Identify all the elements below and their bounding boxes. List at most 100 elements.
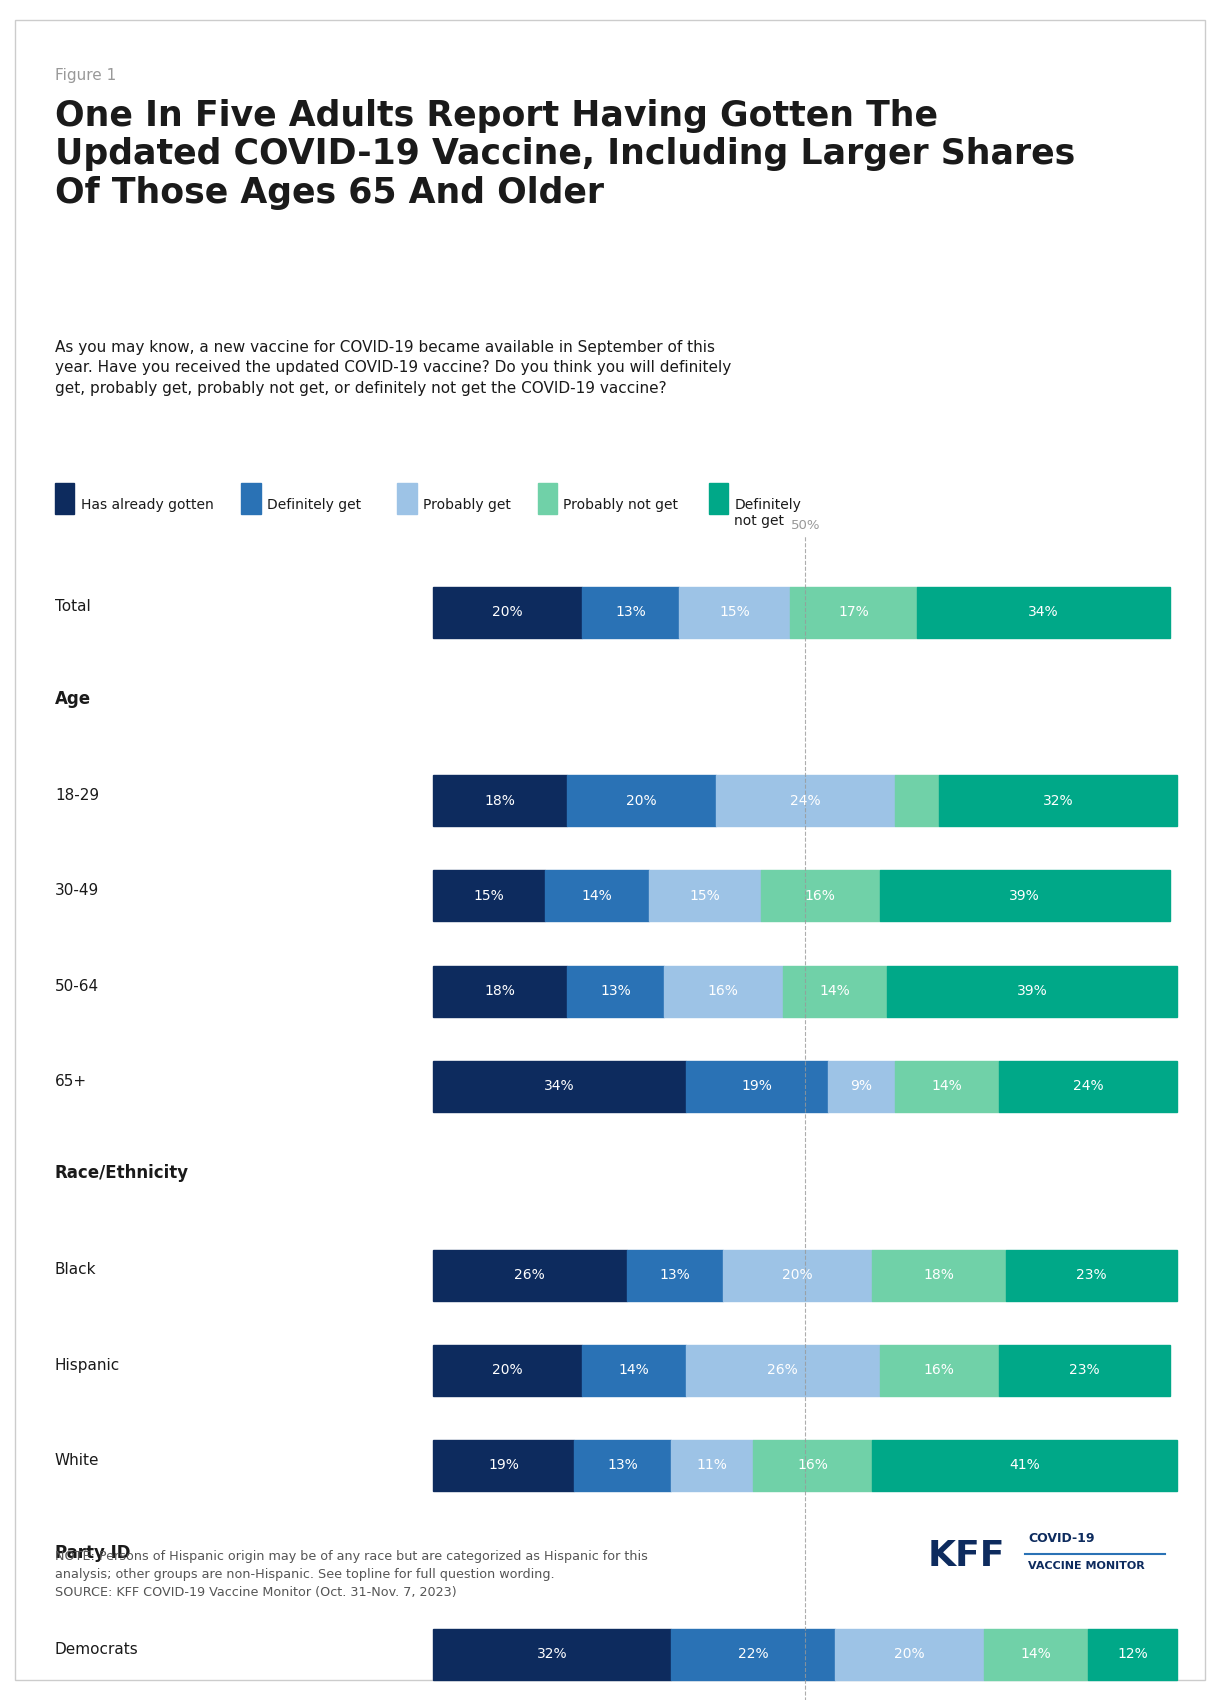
Bar [783,966,887,1017]
Text: 16%: 16% [924,1363,954,1377]
Text: 32%: 32% [1043,794,1074,808]
Text: 18%: 18% [484,794,516,808]
Text: Age: Age [55,690,92,709]
Bar [671,1440,753,1491]
Text: 16%: 16% [708,984,739,998]
Bar [433,1345,582,1396]
Bar [433,586,582,638]
Text: 15%: 15% [719,605,750,619]
Bar [999,1345,1170,1396]
Text: 18-29: 18-29 [55,789,99,802]
Bar [939,775,1177,826]
Text: 19%: 19% [742,1080,772,1093]
Text: Hispanic: Hispanic [55,1358,120,1372]
Text: 39%: 39% [1009,889,1041,903]
Text: 41%: 41% [1009,1459,1041,1472]
Text: Black: Black [55,1263,96,1277]
Bar [894,775,939,826]
Text: 32%: 32% [537,1647,567,1661]
Bar [396,483,416,513]
Bar [433,966,567,1017]
Text: NOTE: Persons of Hispanic origin may be of any race but are categorized as Hispa: NOTE: Persons of Hispanic origin may be … [55,1550,648,1600]
Bar [872,1440,1177,1491]
Text: 14%: 14% [1020,1647,1052,1661]
Text: 16%: 16% [797,1459,828,1472]
Text: 65+: 65+ [55,1074,87,1088]
Bar [544,870,649,921]
Text: 13%: 13% [600,984,631,998]
Bar [582,586,678,638]
Text: VACCINE MONITOR: VACCINE MONITOR [1028,1561,1146,1571]
Bar [723,1250,872,1300]
Bar [686,1061,827,1112]
Text: 14%: 14% [619,1363,649,1377]
Text: 20%: 20% [782,1268,813,1282]
Text: As you may know, a new vaccine for COVID-19 became available in September of thi: As you may know, a new vaccine for COVID… [55,340,731,396]
Text: COVID-19: COVID-19 [1028,1532,1096,1545]
Bar [649,870,760,921]
Text: 13%: 13% [615,605,645,619]
Text: 24%: 24% [789,794,821,808]
Bar [1088,1629,1177,1680]
Text: 14%: 14% [582,889,612,903]
Bar [880,870,1170,921]
Bar [753,1440,872,1491]
Text: 50%: 50% [791,518,820,532]
Text: 50-64: 50-64 [55,979,99,993]
Text: 9%: 9% [850,1080,872,1093]
Bar [538,483,558,513]
Bar [917,586,1170,638]
Text: 20%: 20% [492,1363,523,1377]
Bar [55,483,74,513]
Text: 18%: 18% [484,984,516,998]
Bar [872,1250,1006,1300]
Bar [671,1629,834,1680]
Text: 12%: 12% [1118,1647,1148,1661]
Bar [1006,1250,1177,1300]
Bar [686,1345,880,1396]
Bar [791,586,917,638]
Bar [575,1440,671,1491]
Text: 18%: 18% [924,1268,954,1282]
Bar [834,1629,983,1680]
Text: Has already gotten: Has already gotten [81,498,214,512]
Text: 30-49: 30-49 [55,884,99,898]
Text: 23%: 23% [1069,1363,1099,1377]
Text: White: White [55,1454,99,1467]
Text: 23%: 23% [1076,1268,1107,1282]
Text: Race/Ethnicity: Race/Ethnicity [55,1164,189,1183]
Bar [827,1061,894,1112]
Text: 24%: 24% [1072,1080,1103,1093]
Text: 26%: 26% [515,1268,545,1282]
Text: Definitely
not get: Definitely not get [734,498,802,529]
Bar [242,483,261,513]
Text: 34%: 34% [544,1080,575,1093]
Bar [709,483,728,513]
Text: Party ID: Party ID [55,1544,131,1562]
Text: 17%: 17% [838,605,869,619]
Text: 13%: 13% [608,1459,638,1472]
Text: 22%: 22% [738,1647,769,1661]
Text: 34%: 34% [1028,605,1059,619]
Bar [627,1250,723,1300]
Text: 11%: 11% [697,1459,727,1472]
Text: 39%: 39% [1016,984,1048,998]
Bar [760,870,880,921]
Text: 16%: 16% [805,889,836,903]
Bar [664,966,783,1017]
Text: 20%: 20% [492,605,523,619]
Bar [433,870,544,921]
Bar [433,1250,627,1300]
Text: 14%: 14% [931,1080,963,1093]
Bar [880,1345,999,1396]
Text: Total: Total [55,600,90,614]
Bar [433,775,567,826]
Text: 19%: 19% [488,1459,520,1472]
Bar [567,966,664,1017]
Text: 14%: 14% [820,984,850,998]
Text: KFF: KFF [927,1538,1005,1572]
Bar [433,1440,575,1491]
Text: Probably get: Probably get [422,498,510,512]
Text: One In Five Adults Report Having Gotten The
Updated COVID-19 Vaccine, Including : One In Five Adults Report Having Gotten … [55,99,1075,211]
Bar [999,1061,1177,1112]
